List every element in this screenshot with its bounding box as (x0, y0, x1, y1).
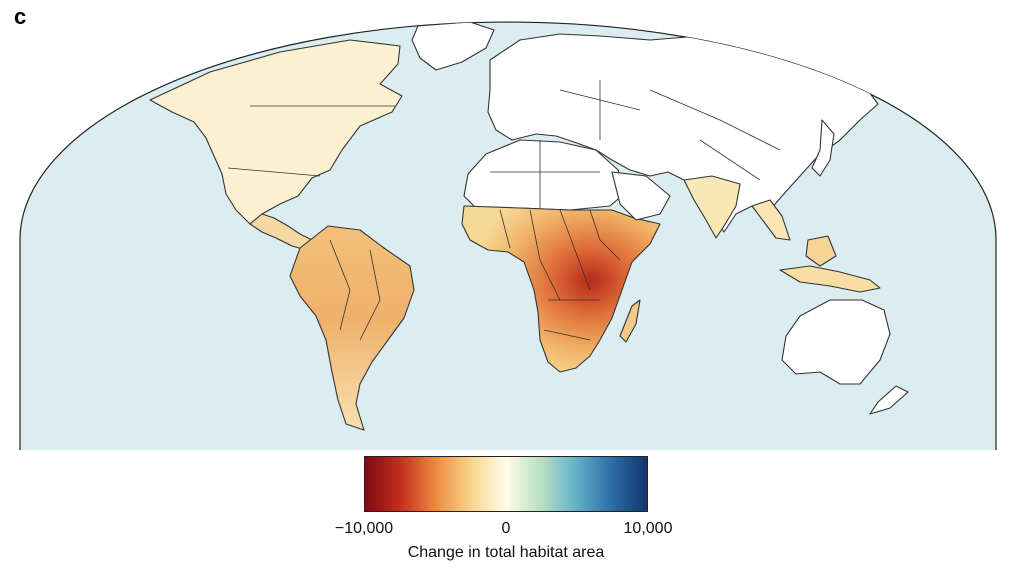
colorbar-tick-min: −10,000 (334, 520, 394, 537)
japan (811, 119, 835, 177)
arabian-peninsula (611, 171, 671, 221)
greenland (411, 22, 495, 71)
colorbar-tick-max: 10,000 (623, 520, 673, 537)
indonesia (779, 265, 881, 293)
borneo (805, 235, 837, 267)
north-america (149, 39, 403, 225)
north-africa (463, 139, 627, 211)
south-america (289, 225, 415, 431)
new-zealand (869, 385, 909, 415)
madagascar (619, 299, 641, 343)
color-scale-bar (364, 456, 648, 512)
panel-label: c (14, 4, 27, 29)
country-borders (227, 80, 781, 341)
colorbar-tick-zero: 0 (501, 520, 511, 537)
colorbar-title: Change in total habitat area (407, 544, 605, 561)
india (683, 175, 741, 239)
world-map (19, 21, 997, 450)
australia (781, 299, 891, 385)
sub-saharan-africa (461, 205, 661, 373)
southeast-asia (751, 199, 791, 241)
